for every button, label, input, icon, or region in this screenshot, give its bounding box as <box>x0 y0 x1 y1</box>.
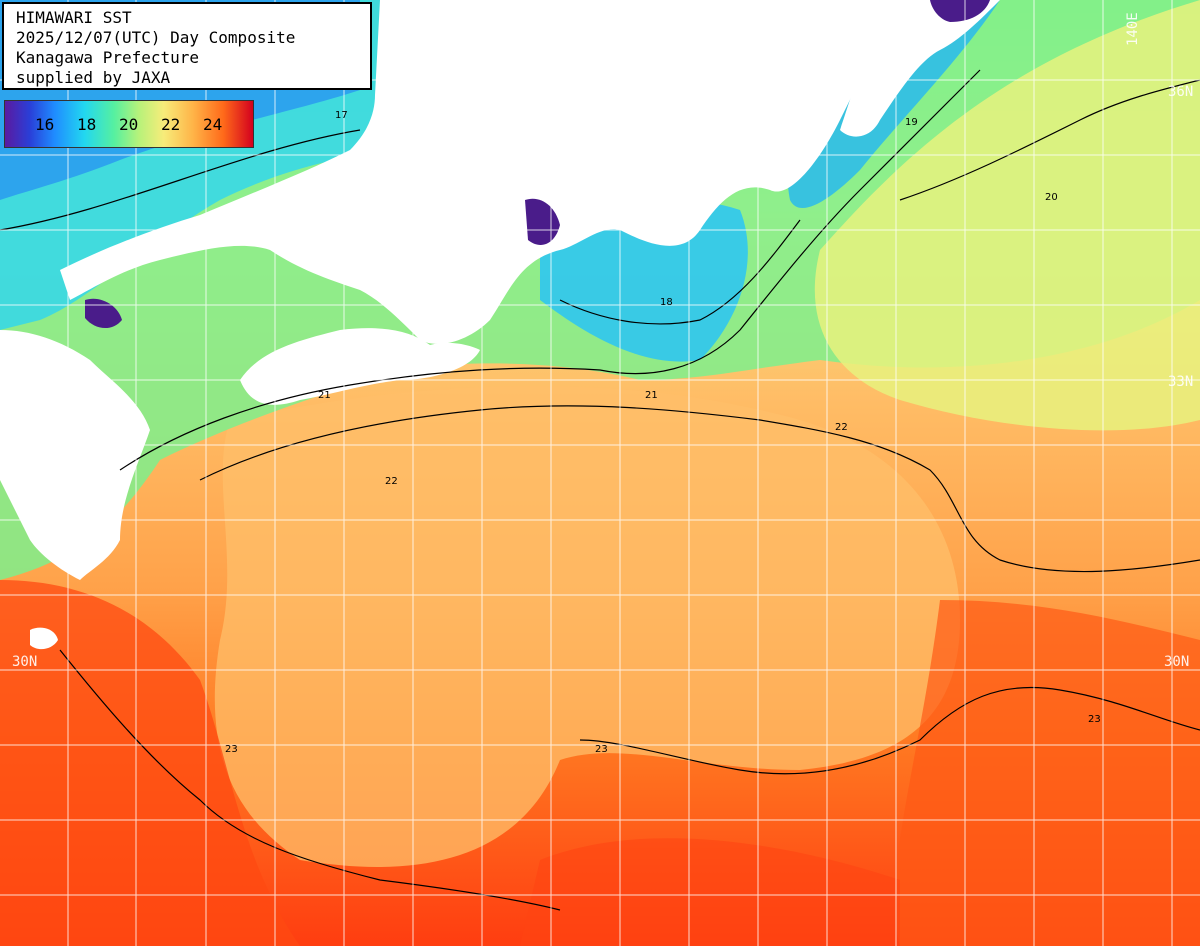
title-line-1: HIMAWARI SST <box>16 8 132 27</box>
contour-19 <box>559 219 801 325</box>
contour-label: 23 <box>595 744 608 755</box>
legend-tick: 20 <box>119 115 139 134</box>
contour-label: 21 <box>645 390 658 401</box>
contour-label: 23 <box>225 744 238 755</box>
lat-label-33-left: 33 <box>12 374 29 390</box>
yellow-region-ne <box>814 0 1200 431</box>
contour-label: 21 <box>318 390 331 401</box>
lon-label-136e: 136E <box>484 12 500 46</box>
land-shikoku <box>240 328 480 405</box>
lat-label-36n-right: 36N <box>1168 84 1193 100</box>
legend-tick: 24 <box>203 115 223 134</box>
hot-region-se <box>894 600 1200 946</box>
title-line-3: Kanagawa Prefecture <box>16 48 200 67</box>
hot-region-s <box>520 838 900 946</box>
contour-label: 18 <box>660 297 673 308</box>
land-sado <box>480 153 502 179</box>
contour-label: 17 <box>335 110 348 121</box>
land-honshu <box>60 0 880 344</box>
cold-patch-kanto <box>930 0 990 22</box>
lon-label-140e: 140E <box>1125 12 1141 46</box>
legend-tick: 22 <box>161 115 181 134</box>
temperature-legend: 16 18 20 22 24 <box>4 100 254 148</box>
land-tanegashima <box>30 627 58 650</box>
contour-label: 23 <box>1088 714 1101 725</box>
contour-label: 22 <box>835 422 848 433</box>
warm-core-region <box>214 386 961 867</box>
contour-20 <box>899 79 1200 201</box>
land-awaji <box>368 246 400 270</box>
title-box: HIMAWARI SST 2025/12/07(UTC) Day Composi… <box>2 2 372 90</box>
land-kyushu <box>0 330 150 580</box>
lat-label-33n-right: 33N <box>1168 374 1193 390</box>
title-line-2: 2025/12/07(UTC) Day Composite <box>16 28 296 47</box>
contour-label: 22 <box>385 476 398 487</box>
hot-region-sw <box>0 580 300 946</box>
contour-23a <box>59 649 561 911</box>
contour-23b <box>579 686 1200 775</box>
lat-label-30n-left: 30N <box>12 654 37 670</box>
legend-tick: 16 <box>35 115 55 134</box>
contour-label: 20 <box>1045 192 1058 203</box>
legend-tick: 18 <box>77 115 97 134</box>
lat-label-30n-right: 30N <box>1164 654 1189 670</box>
cold-patch-west <box>85 298 122 329</box>
title-line-4: supplied by JAXA <box>16 68 171 87</box>
land-kanto <box>840 0 1000 137</box>
contour-22 <box>199 405 1200 573</box>
contour-18 <box>0 129 361 231</box>
contour-21 <box>119 69 981 471</box>
contour-label: 19 <box>905 117 918 128</box>
